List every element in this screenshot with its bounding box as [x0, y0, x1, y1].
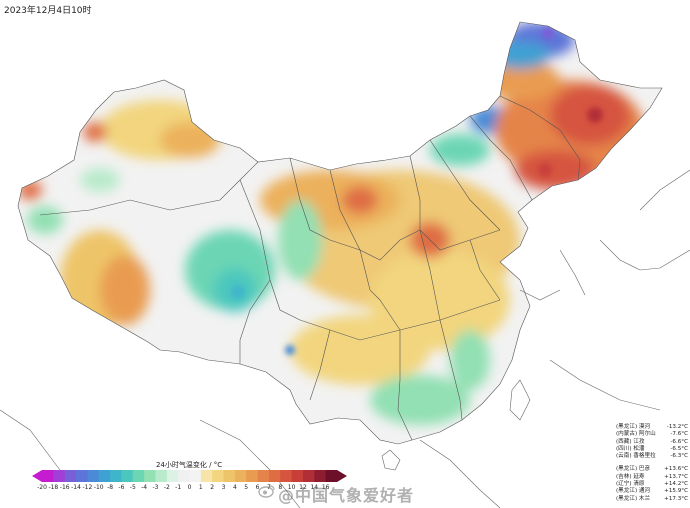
legend-swatch — [42, 470, 54, 482]
station-value: +13.6°C — [664, 466, 688, 473]
legend-swatch — [76, 470, 88, 482]
page-title: 2023年12月4日10时 — [4, 6, 92, 16]
station-value: -7.6°C — [670, 431, 688, 438]
legend-swatch — [246, 470, 259, 482]
legend-swatch — [291, 470, 304, 482]
legend-swatch — [53, 470, 66, 482]
station-row: (黑龙江) 木兰 +17.3°C — [616, 496, 688, 503]
station-name: (黑龙江) 巴彦 — [616, 466, 651, 473]
legend-tick-label: -20 — [37, 484, 47, 491]
watermark: @中国气象爱好者 — [278, 486, 415, 505]
station-name: (四川) 松潘 — [616, 445, 645, 452]
legend-swatch — [144, 470, 156, 482]
legend-swatch — [110, 470, 122, 482]
station-name: (云南) 香格里拉 — [616, 453, 656, 460]
station-row: (内蒙古) 阿尔山 -7.6°C — [616, 431, 688, 438]
legend-tick-label: 8 — [278, 484, 283, 491]
legend-swatch — [178, 470, 190, 482]
legend-swatch — [325, 470, 338, 482]
legend-tick-label: -14 — [71, 484, 81, 491]
legend-tick-label: -5 — [129, 484, 136, 491]
legend-swatch — [314, 470, 327, 482]
station-name: (吉林) 延寿 — [616, 473, 645, 480]
legend-color-bar — [32, 470, 347, 482]
legend-tick-label: 5 — [244, 484, 249, 491]
legend-tick-label: 2 — [210, 484, 215, 491]
station-row: (西藏) 江孜 -6.6°C — [616, 439, 688, 446]
legend-swatch — [212, 470, 225, 482]
station-name: (西藏) 江孜 — [616, 438, 645, 445]
legend-swatch — [257, 470, 270, 482]
legend-tick-label: -2 — [163, 484, 170, 491]
legend-swatch — [98, 470, 111, 482]
station-name: (辽宁) 清原 — [616, 481, 645, 488]
legend-swatch — [223, 470, 236, 482]
legend-swatch — [155, 470, 168, 482]
legend-tick-label: 4 — [232, 484, 237, 491]
legend-arrow-high — [337, 470, 347, 482]
legend-tick-label: 0 — [187, 484, 192, 491]
station-list: (黑龙江) 漠河 -13.2°C (内蒙古) 阿尔山 -7.6°C (西藏) 江孜 -6.… — [616, 424, 688, 503]
outer-coastlines — [0, 169, 690, 508]
station-value: +13.7°C — [664, 473, 688, 480]
station-row: (黑龙江) 漠河 -13.2°C — [616, 424, 688, 431]
legend-swatch — [200, 470, 213, 482]
station-name: (黑龙江) 漠河 — [616, 424, 651, 430]
station-row: (云南) 香格里拉 -6.3°C — [616, 453, 688, 460]
legend-swatch — [64, 470, 77, 482]
legend-arrow-low — [32, 470, 42, 482]
station-name: (黑龙江) 木兰 — [616, 495, 651, 502]
station-value: -13.2°C — [666, 424, 688, 430]
legend-swatch — [166, 470, 179, 482]
legend-tick-label: -12 — [82, 484, 93, 491]
legend-swatch — [302, 470, 315, 482]
weibo-icon — [258, 485, 275, 498]
legend-swatch — [87, 470, 100, 482]
station-group-cooling: (黑龙江) 漠河 -13.2°C (内蒙古) 阿尔山 -7.6°C (西藏) 江孜 -6.… — [616, 424, 688, 460]
station-row: (黑龙江) 巴彦 +13.6°C — [616, 466, 688, 473]
legend-tick-label: 12 — [299, 484, 307, 491]
legend-swatch — [189, 470, 202, 482]
legend-swatch — [121, 470, 134, 482]
legend-tick-label: -8 — [107, 484, 114, 491]
legend-ticks: -20 -18 -16 -14 -12 -10 -8 -6 -5 -4 -3 -2 -1 0 1 2 3 4 5 6 7… — [32, 484, 347, 494]
legend-swatch — [268, 470, 281, 482]
station-row: (四川) 松潘 -6.5°C — [616, 446, 688, 453]
station-value: +14.2°C — [664, 481, 688, 488]
legend-tick-label: -16 — [59, 484, 70, 491]
legend-tick-label: 1 — [198, 484, 203, 491]
legend-tick-label: -1 — [175, 484, 182, 491]
legend-tick-label: 14 — [310, 484, 319, 491]
legend-swatch — [132, 470, 145, 482]
legend-tick-label: 3 — [221, 484, 226, 491]
station-value: -6.6°C — [670, 438, 688, 445]
station-name: (黑龙江) 通河 — [616, 488, 651, 495]
legend-tick-label: -4 — [141, 484, 148, 491]
legend-tick-label: -18 — [48, 484, 59, 491]
station-value: +17.3°C — [664, 495, 688, 502]
legend-swatch — [280, 470, 293, 482]
province-boundaries — [17, 21, 663, 445]
legend-tick-label: 10 — [287, 484, 296, 491]
station-name: (内蒙古) 阿尔山 — [616, 431, 656, 438]
legend-tick-label: 7 — [267, 484, 271, 491]
station-value: +15.9°C — [664, 488, 688, 495]
legend-swatch — [234, 470, 247, 482]
legend-tick-label: -6 — [118, 484, 125, 491]
legend-title: 24小时气温变化 / °C — [156, 461, 223, 469]
station-row: (吉林) 延寿 +13.7°C — [616, 474, 688, 481]
station-value: -6.5°C — [670, 445, 688, 452]
legend-tick-label: 16 — [321, 484, 330, 491]
legend-tick-label: -10 — [93, 484, 104, 491]
station-group-warming: (黑龙江) 巴彦 +13.6°C (吉林) 延寿 +13.7°C (辽宁) 清原 +14.… — [616, 466, 688, 502]
legend-tick-label: -3 — [152, 484, 159, 491]
station-row: (黑龙江) 通河 +15.9°C — [616, 488, 688, 495]
station-value: -6.3°C — [670, 453, 688, 460]
station-row: (辽宁) 清原 +14.2°C — [616, 481, 688, 488]
legend-tick-label: 6 — [255, 484, 260, 491]
